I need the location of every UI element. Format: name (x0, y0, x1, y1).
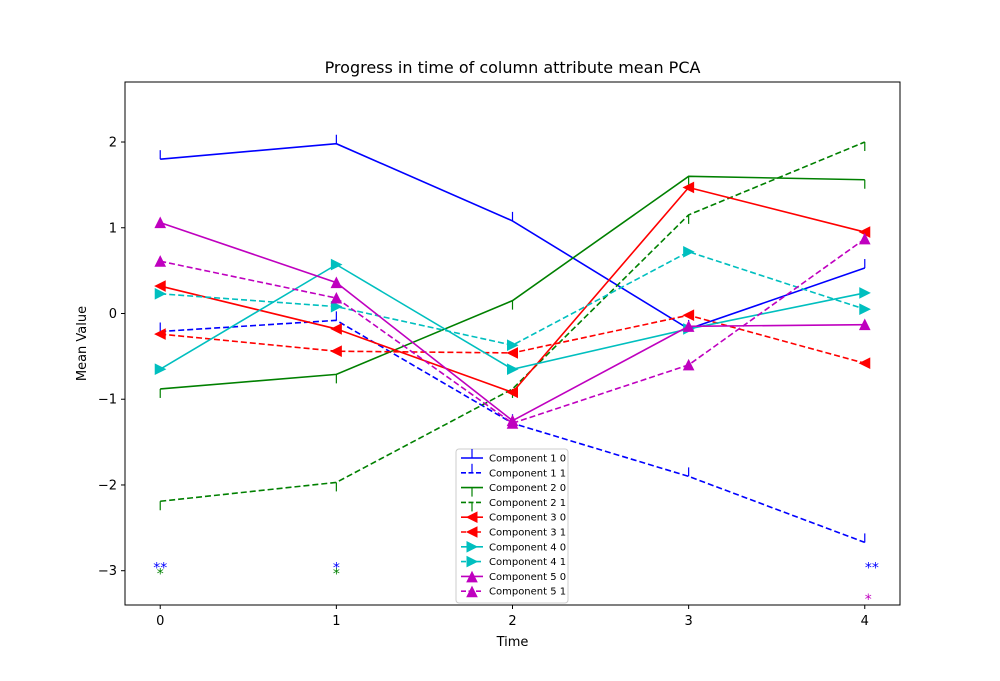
legend-marker (466, 555, 479, 568)
significance-marker: ** (865, 560, 879, 576)
legend-label: Component 2 0 (489, 483, 566, 494)
series-line-component-4-1 (160, 250, 866, 347)
x-tick-label: 2 (508, 614, 516, 629)
legend-marker (466, 585, 478, 598)
legend-entry-component-2-0: Component 2 0 (461, 483, 566, 497)
chart-title: Progress in time of column attribute mea… (325, 58, 701, 77)
data-point-component-3-1-t2 (506, 347, 518, 359)
legend-label: Component 2 1 (489, 498, 566, 509)
legend-entry-component-3-1: Component 3 1 (461, 526, 566, 539)
legend-marker (465, 511, 478, 524)
y-tick-label: −2 (98, 478, 117, 493)
series-component-4-0 (154, 258, 871, 376)
significance-marker: * (333, 566, 340, 582)
significance-marker: * (157, 566, 164, 582)
legend-box (455, 448, 569, 604)
legend-label: Component 3 1 (489, 528, 566, 539)
data-point-component-3-1-t3 (682, 309, 695, 322)
y-tick-label: 2 (109, 136, 117, 151)
y-tick-label: −1 (98, 393, 117, 408)
legend-entry-component-2-1: Component 2 1 (461, 498, 566, 512)
legend: Component 1 0 Component 1 1 Component 2 0 C… (455, 448, 569, 604)
data-point-component-5-0-t3 (682, 320, 695, 332)
data-point-component-4-0-t1 (330, 258, 343, 271)
legend-entry-component-4-1: Component 4 1 (461, 555, 566, 568)
data-point-component-4-1-t2 (507, 339, 519, 352)
legend-entry-component-4-0: Component 4 0 (461, 540, 566, 553)
data-point-component-3-0-t0 (154, 280, 166, 292)
significance-marker: * (865, 592, 872, 608)
data-point-component-3-1-t0 (154, 328, 166, 340)
data-point-component-5-1-t4 (858, 232, 871, 245)
x-tick-label: 0 (156, 614, 164, 629)
data-point-component-4-0-t4 (859, 287, 871, 299)
legend-entry-component-1-1: Component 1 1 (461, 463, 566, 479)
x-tick-label: 4 (861, 614, 869, 629)
data-point-component-4-1-t0 (154, 287, 167, 300)
legend-marker (466, 540, 479, 553)
legend-label: Component 1 0 (489, 454, 566, 465)
y-axis: −3 −2 −1 0 1 2 (98, 136, 125, 579)
data-point-component-5-0-t0 (154, 216, 167, 229)
data-point-component-3-1-t4 (858, 357, 871, 370)
annotations: *** ** *** (153, 560, 879, 608)
x-tick-label: 1 (332, 614, 340, 629)
series-line-component-2-0 (160, 175, 865, 390)
y-tick-label: 1 (109, 221, 117, 236)
data-point-component-4-0-t0 (154, 363, 167, 376)
legend-marker (465, 526, 478, 538)
significance-marker: ** (153, 560, 167, 576)
series-component-2-0 (159, 175, 866, 398)
x-axis: 0 1 2 3 4 (156, 605, 869, 629)
series-component-3-1 (154, 309, 871, 370)
series-component-5-1 (154, 232, 871, 429)
data-point-component-5-1-t0 (154, 255, 167, 267)
data-point-component-3-1-t1 (330, 345, 342, 358)
x-tick-label: 3 (684, 614, 692, 629)
data-point-component-5-1-t3 (682, 358, 695, 371)
legend-label: Component 4 0 (489, 542, 566, 553)
series-line-component-3-1 (160, 314, 865, 364)
data-point-component-4-1-t4 (859, 303, 871, 316)
data-point-component-5-0-t1 (330, 276, 343, 289)
legend-label: Component 1 1 (489, 468, 566, 479)
legend-label: Component 5 1 (489, 587, 566, 598)
series-line-component-2-1 (160, 141, 866, 503)
data-point-component-3-0-t3 (682, 181, 695, 194)
data-point-component-5-0-t4 (858, 318, 871, 331)
significance-marker: * (333, 560, 340, 576)
y-tick-label: 0 (109, 307, 117, 322)
series-line-component-1-0 (160, 142, 866, 330)
legend-entry-component-3-0: Component 3 0 (461, 511, 566, 524)
legend-entry-component-5-0: Component 5 0 (461, 570, 566, 583)
data-point-component-5-1-t1 (330, 291, 343, 304)
series-component-4-1 (154, 245, 871, 352)
data-point-component-3-0-t2 (506, 386, 518, 399)
series-component-3-0 (154, 181, 871, 399)
data-point-component-5-1-t2 (506, 417, 519, 429)
y-tick-label: −3 (98, 564, 117, 579)
legend-label: Component 5 0 (489, 572, 566, 583)
plot-area (154, 134, 871, 544)
data-point-component-3-0-t1 (330, 323, 342, 335)
data-point-component-4-1-t3 (683, 245, 695, 258)
legend-label: Component 3 0 (489, 513, 566, 524)
legend-entry-component-1-0: Component 1 0 (461, 449, 566, 465)
x-axis-label: Time (496, 635, 529, 650)
legend-label: Component 4 1 (489, 557, 566, 568)
data-point-component-4-1-t1 (330, 300, 343, 313)
legend-marker (466, 570, 478, 583)
y-axis-label: Mean Value (75, 306, 90, 381)
data-point-component-4-0-t2 (507, 363, 519, 376)
legend-entry-component-5-1: Component 5 1 (461, 585, 566, 598)
